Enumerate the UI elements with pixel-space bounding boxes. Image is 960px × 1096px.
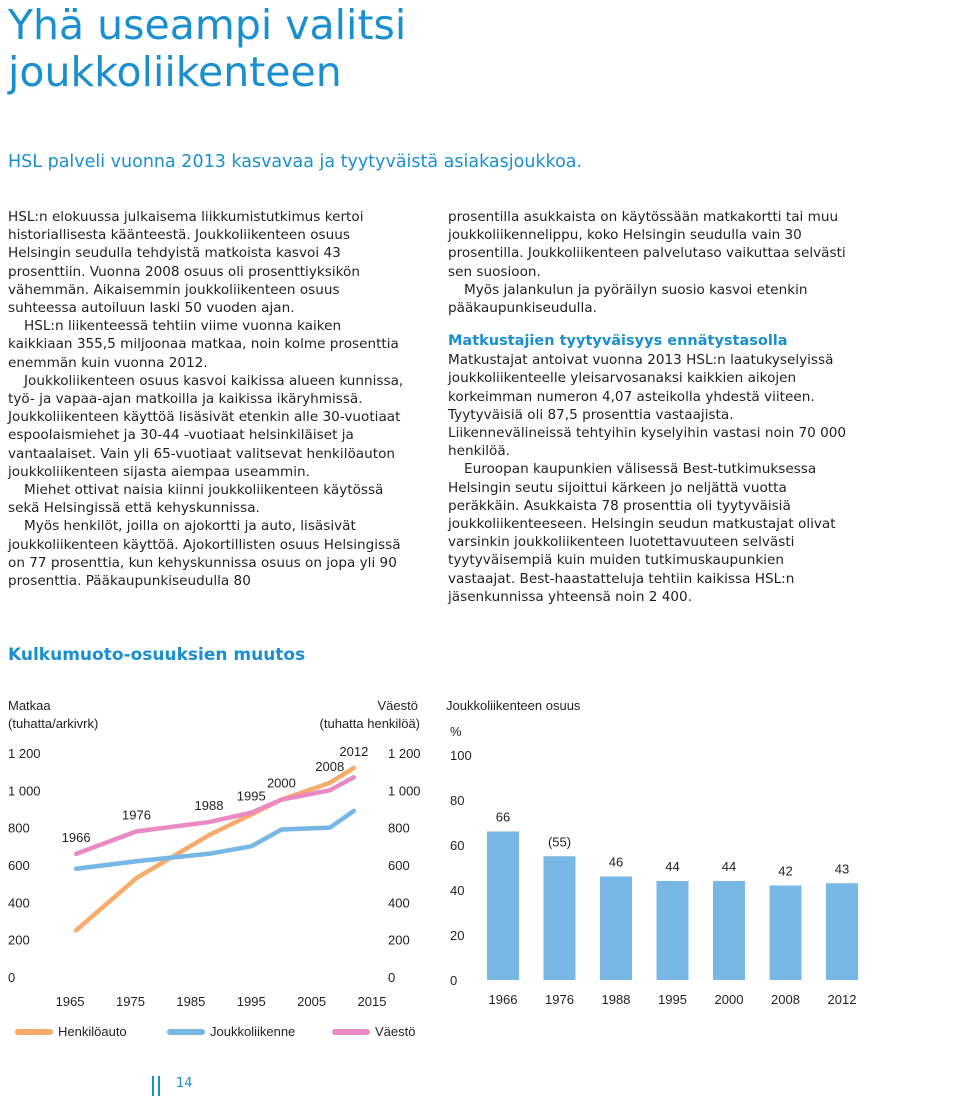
section-heading: Matkustajien tyytyväisyys ennätystasolla xyxy=(448,333,788,350)
title-line-2: joukkoliikenteen xyxy=(8,48,342,96)
x-tick-label: 1995 xyxy=(658,992,687,1007)
bar xyxy=(826,883,858,980)
divider xyxy=(158,1076,160,1096)
y-axis-unit: % xyxy=(450,724,462,739)
point-label: 1995 xyxy=(237,789,266,804)
y-tick-label: 800 xyxy=(8,821,30,836)
y-tick-label: 600 xyxy=(8,858,30,873)
paragraph: prosentilla asukkaista on käytössään mat… xyxy=(448,209,846,280)
point-label: 1976 xyxy=(122,807,151,822)
y-tick-label: 1 000 xyxy=(388,783,421,798)
point-label: 2008 xyxy=(315,759,344,774)
x-tick-label: 2008 xyxy=(771,992,800,1007)
left-axis-unit: (tuhatta/arkivrk) xyxy=(8,716,98,731)
paragraph: HSL:n liikenteessä tehtiin viime vuonna … xyxy=(8,318,399,371)
y-tick-label: 1 200 xyxy=(8,746,41,761)
bar-value-label: 43 xyxy=(835,861,849,876)
x-tick-label: 1966 xyxy=(489,992,518,1007)
x-tick-label: 1975 xyxy=(116,994,145,1009)
bar-value-label: 46 xyxy=(609,855,623,870)
page-number-text: 14 xyxy=(176,1076,193,1091)
x-tick-label: 2000 xyxy=(715,992,744,1007)
chart-title: Joukkoliikenteen osuus xyxy=(446,698,581,713)
point-label: 1966 xyxy=(62,830,91,845)
right-axis-label: Väestö xyxy=(378,698,418,713)
y-tick-label: 0 xyxy=(8,970,15,985)
y-tick-label: 0 xyxy=(388,970,395,985)
bar-value-label: (55) xyxy=(548,834,571,849)
point-label: 2012 xyxy=(339,744,368,759)
page-number: 14 xyxy=(152,1072,212,1096)
y-tick-label: 20 xyxy=(450,928,464,943)
y-tick-label: 80 xyxy=(450,793,464,808)
right-axis-unit: (tuhatta henkilöä) xyxy=(320,716,420,731)
divider xyxy=(152,1076,154,1096)
y-tick-label: 400 xyxy=(8,895,30,910)
bar xyxy=(600,876,632,980)
bar-value-label: 42 xyxy=(778,864,792,879)
x-tick-label: 1965 xyxy=(56,994,85,1009)
bar xyxy=(543,856,576,980)
bar-value-label: 44 xyxy=(722,859,736,874)
paragraph: Joukkoliikenteen osuus kasvoi kaikissa a… xyxy=(8,372,404,480)
x-tick-label: 2012 xyxy=(828,992,857,1007)
legend-label: Väestö xyxy=(375,1024,415,1039)
y-tick-label: 100 xyxy=(450,748,472,763)
y-tick-label: 600 xyxy=(388,858,410,873)
series-line xyxy=(73,775,357,857)
bar xyxy=(713,881,745,980)
paragraph: Euroopan kaupunkien välisessä Best-tutki… xyxy=(448,461,836,605)
left-axis-label: Matkaa xyxy=(8,698,51,713)
x-tick-label: 2015 xyxy=(358,994,387,1009)
point-label: 2000 xyxy=(267,776,296,791)
paragraph: Myös jalankulun ja pyöräilyn suosio kasv… xyxy=(448,281,808,317)
chart-heading: Kulkumuoto-osuuksien muutos xyxy=(8,645,306,665)
y-tick-label: 200 xyxy=(8,933,30,948)
text-column-right: prosentilla asukkaista on käytössään mat… xyxy=(448,208,848,606)
legend-label: Joukkoliikenne xyxy=(210,1024,295,1039)
paragraph: Miehet ottivat naisia kiinni joukkoliike… xyxy=(8,482,384,517)
series-line xyxy=(73,808,357,871)
text-column-left: HSL:n elokuussa julkaisema liikkumistutk… xyxy=(8,208,408,590)
bar xyxy=(656,881,689,980)
paragraph: Matkustajat antoivat vuonna 2013 HSL:n l… xyxy=(448,352,847,460)
paragraph: HSL:n elokuussa julkaisema liikkumistutk… xyxy=(8,209,364,317)
bar-value-label: 66 xyxy=(496,810,510,825)
bar xyxy=(487,831,519,980)
bar xyxy=(769,885,802,980)
y-tick-label: 400 xyxy=(388,895,410,910)
x-tick-label: 2005 xyxy=(297,994,326,1009)
y-tick-label: 0 xyxy=(450,973,457,988)
page-subtitle: HSL palveli vuonna 2013 kasvavaa ja tyyt… xyxy=(8,152,583,172)
y-tick-label: 40 xyxy=(450,883,464,898)
y-tick-label: 1 000 xyxy=(8,783,41,798)
title-line-1: Yhä useampi valitsi xyxy=(8,1,407,49)
x-tick-label: 1985 xyxy=(176,994,205,1009)
bar-chart: Joukkoliikenteen osuus % 0 20 40 60 80 100 66… xyxy=(446,698,858,1007)
page-title: Yhä useampi valitsi joukkoliikenteen xyxy=(8,2,406,96)
y-tick-label: 800 xyxy=(388,821,410,836)
y-tick-label: 60 xyxy=(450,838,464,853)
y-tick-label: 200 xyxy=(388,933,410,948)
x-tick-label: 1976 xyxy=(545,992,574,1007)
x-tick-label: 1988 xyxy=(602,992,631,1007)
point-label: 1988 xyxy=(195,798,224,813)
paragraph: Myös henkilöt, joilla on ajokortti ja au… xyxy=(8,518,401,590)
line-chart: Matkaa (tuhatta/arkivrk) Väestö (tuhatta… xyxy=(8,698,421,1039)
x-tick-label: 1995 xyxy=(237,994,266,1009)
y-tick-label: 1 200 xyxy=(388,746,421,761)
bar-value-label: 44 xyxy=(665,859,679,874)
legend-label: Henkilöauto xyxy=(58,1024,127,1039)
